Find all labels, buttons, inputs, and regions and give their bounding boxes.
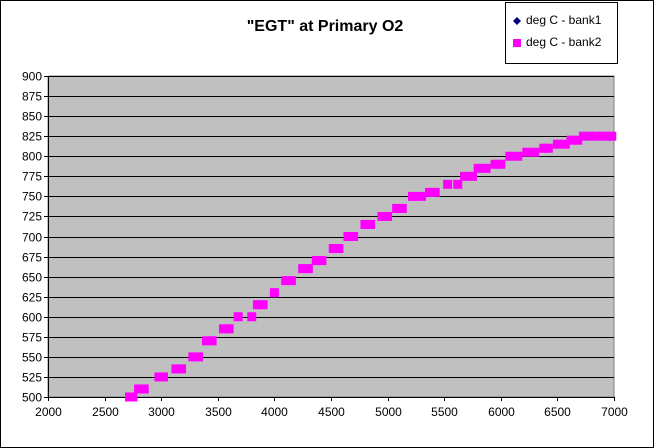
legend-marker-bank2 — [513, 39, 521, 47]
bank2-point — [468, 171, 477, 181]
bank2-point — [258, 300, 268, 310]
x-tick-label: 2500 — [92, 405, 119, 419]
x-tick-label: 4000 — [261, 405, 288, 419]
y-tick-label: 650 — [22, 271, 42, 285]
y-tick-label: 575 — [22, 331, 42, 345]
y-tick-label: 700 — [22, 231, 42, 245]
bank2-point — [505, 151, 515, 161]
x-tick-label: 4500 — [318, 405, 345, 419]
y-tick-label: 900 — [22, 70, 42, 84]
bank2-point — [286, 276, 296, 286]
bank2-point — [177, 364, 187, 374]
x-tick-label: 5500 — [431, 405, 458, 419]
bank2-point — [460, 171, 470, 181]
x-tick-label: 3500 — [205, 405, 232, 419]
bank2-point — [607, 131, 617, 141]
bank2-point — [453, 179, 463, 189]
bank2-point — [247, 312, 257, 322]
bank2-point — [586, 131, 596, 141]
bank2-point — [383, 211, 393, 221]
chart-title: "EGT" at Primary O2 — [246, 18, 404, 35]
plot-area — [47, 75, 615, 398]
y-tick-label: 675 — [22, 251, 42, 265]
bank2-point — [522, 147, 532, 157]
bank2-point — [552, 139, 562, 149]
y-tick-label: 750 — [22, 190, 42, 204]
bank2-point — [334, 244, 344, 254]
bank2-point — [158, 372, 168, 382]
bank2-point — [207, 336, 217, 346]
bank2-point — [408, 191, 418, 201]
bank2-point — [397, 203, 407, 213]
legend-label-bank2: deg C - bank2 — [526, 35, 602, 49]
bank2-point — [417, 191, 427, 201]
x-tick-label: 3000 — [148, 405, 175, 419]
bank2-point — [269, 288, 279, 298]
bank2-point — [443, 179, 453, 189]
bank2-point — [496, 159, 506, 169]
bank2-point — [317, 256, 327, 266]
y-tick-label: 850 — [22, 110, 42, 124]
bank2-point — [303, 264, 313, 274]
bank2-point — [578, 131, 588, 141]
y-tick-label: 775 — [22, 170, 42, 184]
bank2-point — [430, 187, 440, 197]
bank2-point — [139, 384, 149, 394]
y-tick-label: 875 — [22, 90, 42, 104]
bank2-point — [473, 163, 483, 173]
y-tick-label: 825 — [22, 130, 42, 144]
bank2-point — [530, 147, 540, 157]
bank2-point — [349, 232, 359, 241]
y-tick-label: 500 — [22, 391, 42, 405]
x-tick-label: 2000 — [35, 405, 62, 419]
legend: deg C - bank1 deg C - bank2 — [505, 2, 618, 64]
x-tick-label: 5000 — [375, 405, 402, 419]
bank2-point — [481, 163, 491, 173]
y-tick-label: 525 — [22, 371, 42, 385]
legend-label-bank1: deg C - bank1 — [526, 13, 602, 27]
bank2-point — [128, 392, 138, 402]
legend-marker-bank1 — [513, 17, 521, 25]
x-tick-label: 6500 — [544, 405, 571, 419]
y-tick-label: 550 — [22, 351, 42, 365]
bank2-point — [224, 324, 234, 334]
y-tick-label: 800 — [22, 150, 42, 164]
y-tick-label: 625 — [22, 291, 42, 305]
y-tick-label: 725 — [22, 210, 42, 224]
x-tick-label: 6000 — [488, 405, 515, 419]
bank2-point — [366, 219, 376, 229]
x-tick-label: 7000 — [601, 405, 628, 419]
bank2-point — [595, 131, 605, 141]
bank2-point — [233, 312, 243, 322]
bank2-point — [543, 143, 553, 153]
bank2-point — [513, 151, 523, 161]
bank2-point — [194, 352, 204, 362]
y-tick-label: 600 — [22, 311, 42, 325]
